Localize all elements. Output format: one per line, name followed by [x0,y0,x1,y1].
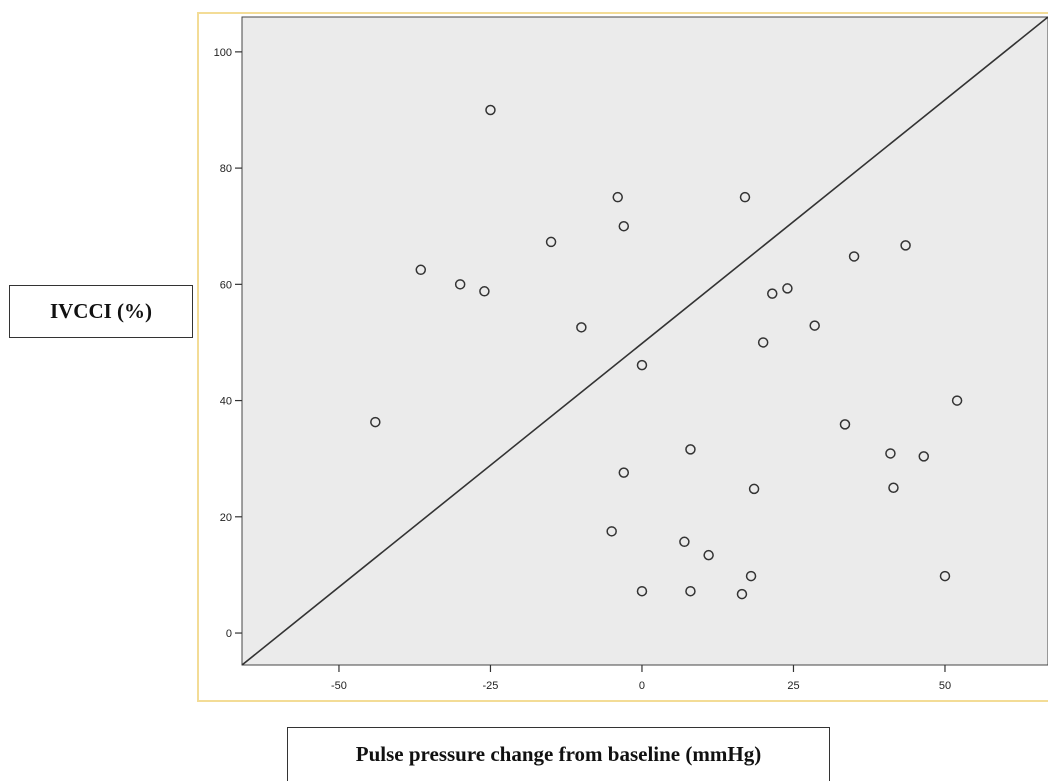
data-point [745,570,757,582]
data-point [618,467,630,478]
y-tick-label: 60 [220,279,232,291]
y-tick-label: 80 [220,163,232,175]
data-point [703,549,714,561]
plot-frame [197,12,1048,702]
data-point [636,359,648,371]
data-point [900,240,911,251]
data-points [370,104,963,600]
data-point [606,526,617,537]
x-axis: -50 -25 0 25 50 [331,665,951,692]
y-tick-label: 0 [226,628,232,640]
x-tick-label: 25 [787,680,799,692]
data-point [479,286,490,297]
data-point [809,320,820,331]
data-point [939,570,951,582]
data-point [888,482,899,493]
data-point [767,288,778,299]
x-tick-label: 0 [639,680,645,692]
y-tick-label: 20 [220,512,232,524]
data-point [739,191,751,203]
data-point [839,419,851,430]
y-tick-label: 40 [220,396,232,408]
data-point [885,448,896,459]
data-point [748,483,760,495]
y-tick-label: 100 [214,47,232,59]
data-point [757,337,769,348]
data-point [951,395,963,406]
data-point [454,279,466,290]
data-point [736,588,748,600]
x-tick-label: -50 [331,680,347,692]
y-axis: 0 20 40 60 80 100 [214,47,242,640]
data-point [576,322,587,333]
x-tick-label: 50 [939,680,951,692]
data-point [545,236,557,248]
y-axis-title: IVCCI (%) [9,285,193,338]
data-point [848,251,860,262]
reference-line [241,16,1048,666]
data-point [370,416,381,428]
data-point [685,585,696,597]
data-point [618,220,630,232]
data-point [679,536,690,548]
data-point [685,444,696,455]
data-point [485,104,496,116]
data-point [415,264,427,276]
x-axis-title: Pulse pressure change from baseline (mmH… [287,727,830,781]
data-point [636,585,648,597]
data-point [918,451,930,462]
data-point [612,191,623,203]
x-tick-label: -25 [483,680,499,692]
reference-line-path [241,16,1048,666]
data-point [782,283,793,294]
